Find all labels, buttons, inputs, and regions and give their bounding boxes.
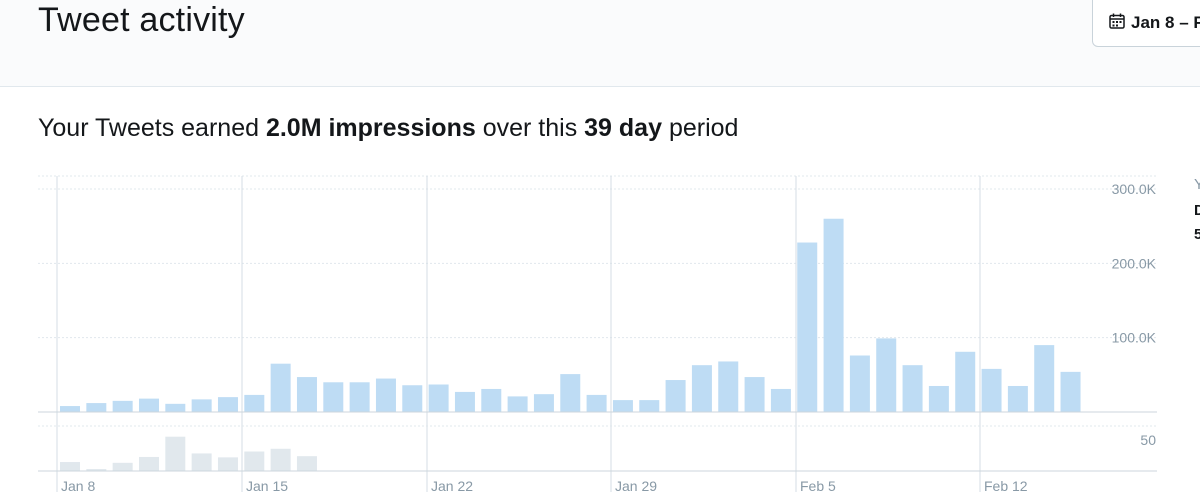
impressions-bar [454, 391, 475, 412]
impressions-bar [902, 365, 923, 412]
impressions-bar [586, 394, 607, 412]
y-tick-label: 200.0K [1112, 255, 1157, 271]
impressions-bar [928, 385, 949, 412]
impressions-bar [349, 382, 370, 412]
engagements-bar [270, 448, 291, 471]
impressions-bar [138, 398, 159, 412]
impressions-bar [823, 218, 844, 412]
engagements-bar [138, 456, 159, 471]
side-panel-peek-3: 5 [1194, 226, 1200, 243]
impressions-bar [1007, 385, 1028, 412]
x-tick-label: Jan 8 [61, 478, 95, 492]
side-panel-peek-1: Y [1194, 176, 1200, 193]
impressions-bar [217, 397, 238, 412]
impressions-bar [665, 380, 686, 412]
x-tick-label: Feb 12 [984, 478, 1028, 492]
impressions-bar [691, 365, 712, 412]
y-tick-label-engagements: 50 [1140, 432, 1156, 448]
engagements-bar [86, 469, 107, 471]
impressions-bar [481, 388, 502, 412]
impressions-bar [849, 355, 870, 412]
impressions-bar [270, 363, 291, 412]
impressions-bar [244, 394, 265, 412]
date-range-button[interactable]: Jan 8 – F [1092, 0, 1200, 47]
impressions-summary: Your Tweets earned 2.0M impressions over… [38, 114, 738, 143]
impressions-bar [428, 384, 449, 412]
impressions-bar [507, 396, 528, 412]
impressions-bar [165, 403, 186, 412]
impressions-bar [770, 388, 791, 412]
impressions-bar [612, 400, 633, 412]
page-header: Tweet activity Jan 8 – F [0, 0, 1200, 87]
impressions-bar [1060, 371, 1081, 412]
summary-prefix: Your Tweets earned [38, 114, 259, 142]
engagements-bar [165, 436, 186, 471]
impressions-bar [1034, 345, 1055, 412]
engagements-bar [191, 453, 212, 471]
impressions-bar [797, 242, 818, 412]
impressions-bar [375, 378, 396, 412]
x-tick-label: Jan 29 [615, 478, 657, 492]
impressions-bar [191, 399, 212, 412]
x-tick-label: Jan 15 [246, 478, 288, 492]
engagements-bar [217, 457, 238, 471]
impressions-bar [955, 351, 976, 412]
engagements-bar [112, 462, 133, 471]
impressions-bar [876, 338, 897, 412]
summary-days: 39 day [584, 114, 662, 142]
impressions-bar [560, 374, 581, 412]
impressions-bar [533, 394, 554, 412]
summary-impressions: 2.0M impressions [265, 114, 476, 142]
engagements-bar [244, 451, 265, 471]
impressions-bar [639, 400, 660, 412]
date-range-label: Jan 8 – F [1131, 13, 1200, 32]
y-tick-label: 100.0K [1112, 330, 1157, 346]
side-panel-peek-2: D [1194, 202, 1200, 219]
y-tick-label: 300.0K [1112, 181, 1157, 197]
impressions-bar [718, 361, 739, 412]
impressions-bar [296, 377, 317, 412]
x-tick-label: Feb 5 [800, 478, 836, 492]
impressions-bar [402, 385, 423, 412]
summary-suffix: period [668, 114, 739, 142]
x-tick-label: Jan 22 [431, 478, 473, 492]
impressions-bar [112, 400, 133, 412]
calendar-icon [1109, 13, 1125, 34]
summary-middle: over this [482, 114, 578, 142]
impressions-bar [744, 377, 765, 412]
engagements-bar [296, 456, 317, 471]
page-title: Tweet activity [38, 1, 245, 39]
engagements-bar [60, 462, 80, 471]
impressions-bar [86, 403, 107, 412]
impressions-bar [60, 406, 80, 412]
impressions-bar [981, 368, 1002, 412]
impressions-bar [323, 382, 344, 412]
impressions-chart: 300.0K 200.0K 100.0K 50 Jan 8 Jan 15 Jan 22 Jan… [38, 175, 1157, 492]
